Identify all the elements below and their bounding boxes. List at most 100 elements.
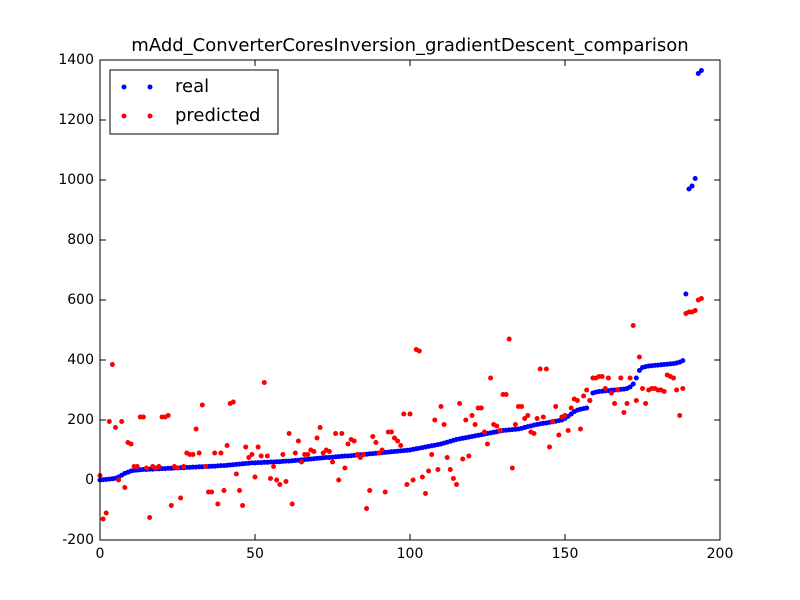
point [240, 503, 246, 508]
point [274, 477, 280, 483]
point [243, 444, 249, 450]
point [416, 348, 422, 354]
point [283, 479, 289, 484]
point [218, 450, 224, 456]
point [444, 455, 450, 460]
point [317, 425, 323, 430]
point [326, 449, 332, 454]
x-tick-label: 100 [397, 546, 424, 562]
point [212, 450, 218, 456]
point [692, 176, 698, 181]
point [466, 453, 472, 459]
point [633, 375, 639, 381]
point [435, 467, 441, 472]
point [289, 501, 295, 507]
point [680, 358, 686, 364]
point [686, 186, 692, 192]
legend-marker [147, 84, 153, 90]
point [438, 404, 444, 409]
point [565, 428, 571, 433]
point [181, 464, 187, 469]
point [584, 387, 590, 393]
point [698, 296, 704, 301]
point [311, 449, 317, 454]
point [522, 416, 528, 421]
point [695, 71, 701, 76]
point [630, 323, 636, 328]
point [196, 450, 202, 456]
point [144, 465, 149, 471]
x-tick-label: 200 [707, 546, 734, 562]
point [168, 503, 174, 508]
point [624, 401, 630, 406]
point [556, 432, 562, 438]
point [578, 426, 583, 432]
point [295, 438, 301, 444]
point [512, 422, 518, 427]
point [615, 387, 621, 393]
point [460, 456, 466, 462]
point [503, 392, 509, 397]
point [392, 435, 397, 441]
point [636, 368, 642, 373]
point [367, 488, 373, 493]
point [292, 450, 298, 456]
point [683, 291, 689, 297]
y-tick-label: 200 [67, 412, 94, 428]
point [339, 431, 345, 436]
point [488, 375, 494, 381]
y-tick-label: 600 [67, 292, 94, 308]
legend-marker [121, 84, 127, 90]
point [562, 413, 568, 418]
point [280, 452, 286, 457]
point [485, 441, 490, 447]
point [547, 444, 552, 450]
point [677, 413, 683, 418]
point [388, 429, 394, 435]
point [404, 482, 410, 487]
point [178, 495, 184, 501]
point [202, 464, 208, 469]
point [379, 447, 385, 453]
chart-title: mAdd_ConverterCoresInversion_gradientDes… [131, 35, 688, 56]
x-tick-label: 50 [246, 546, 264, 562]
point [454, 482, 459, 487]
point [618, 375, 624, 381]
point [407, 411, 413, 417]
point [627, 384, 633, 390]
point [671, 375, 676, 381]
y-tick-label: 1000 [58, 172, 94, 188]
point [432, 417, 438, 423]
point [478, 405, 484, 411]
point [494, 423, 500, 429]
point [122, 485, 128, 490]
point [472, 422, 478, 427]
point [233, 471, 239, 477]
point [506, 336, 512, 342]
point [330, 459, 335, 465]
point [134, 464, 140, 469]
point [305, 452, 311, 457]
point [537, 366, 543, 372]
point [661, 389, 667, 394]
legend-label: predicted [175, 105, 260, 126]
point [103, 510, 109, 516]
x-tick-label: 150 [552, 546, 579, 562]
point [630, 381, 636, 387]
point [543, 366, 549, 372]
point [342, 465, 348, 471]
x-tick-label: 0 [96, 546, 105, 562]
legend-box [109, 69, 279, 135]
y-tick-label: 1400 [58, 52, 94, 68]
point [357, 455, 363, 460]
point [237, 488, 242, 493]
point [246, 455, 252, 460]
point [540, 414, 546, 420]
point [252, 474, 258, 480]
point [190, 452, 196, 457]
point [609, 390, 614, 396]
point [175, 465, 180, 471]
point [364, 506, 370, 511]
point [605, 375, 611, 381]
